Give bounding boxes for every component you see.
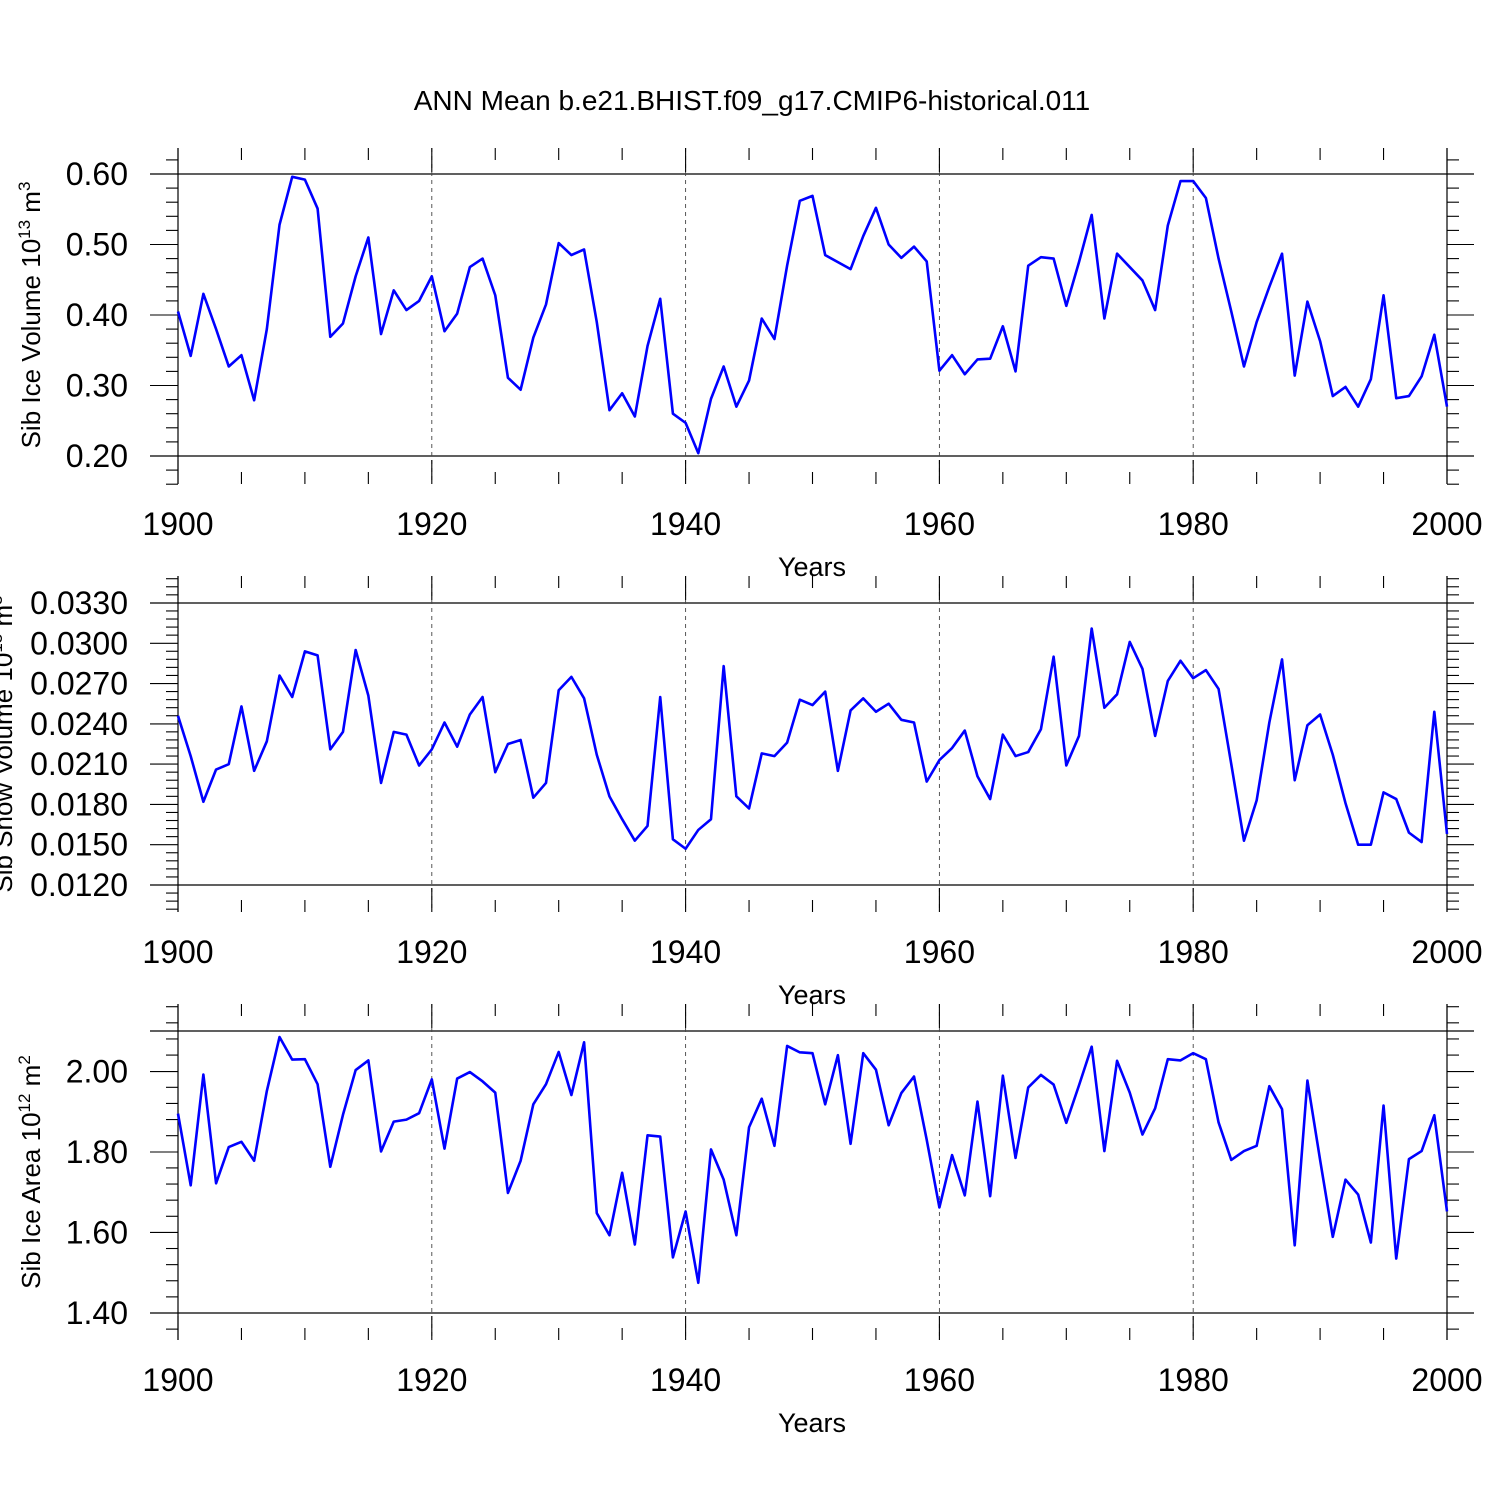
y-label-superscript: 12 — [15, 1094, 34, 1113]
series-line — [176, 175, 1449, 455]
x-tick-label: 1900 — [142, 1362, 213, 1398]
x-tick-label: 1980 — [1158, 506, 1229, 542]
x-tick-label: 1900 — [142, 506, 213, 542]
y-label-superscript: 3 — [15, 182, 34, 191]
y-tick-label: 0.0150 — [30, 827, 128, 863]
y-label-text: m — [0, 605, 18, 634]
y-tick-label: 1.40 — [66, 1295, 128, 1331]
y-tick-label: 0.40 — [66, 297, 128, 333]
x-axis-label: Years — [778, 1408, 846, 1438]
y-tick-label: 0.0240 — [30, 706, 128, 742]
x-tick-label: 1920 — [396, 1362, 467, 1398]
y-axis-label: Sib Snow Volume 1013 m3 — [0, 595, 18, 892]
x-tick-label: 1980 — [1158, 934, 1229, 970]
x-tick-label: 1920 — [396, 506, 467, 542]
y-tick-label: 2.00 — [66, 1054, 128, 1090]
y-tick-label: 0.0120 — [30, 867, 128, 903]
y-tick-label: 0.0180 — [30, 786, 128, 822]
y-label-superscript: 3 — [0, 595, 6, 604]
chart-panel-1: 1900 1920 1940 1960 1980 2000 0.20 0.30 0.40 0.50… — [15, 148, 1483, 582]
y-label-superscript: 13 — [15, 220, 34, 239]
y-tick-label: 0.30 — [66, 368, 128, 404]
y-tick-label: 0.0330 — [30, 585, 128, 621]
y-label-superscript: 2 — [15, 1055, 34, 1064]
y-axis-label: Sib Ice Volume 1013 m3 — [15, 182, 46, 449]
chart-panel-3: 1900 1920 1940 1960 1980 2000 1.40 1.60 1.80 2.00… — [15, 1004, 1483, 1438]
x-tick-label: 2000 — [1411, 1362, 1482, 1398]
x-tick-label: 1980 — [1158, 1362, 1229, 1398]
y-label-superscript: 13 — [0, 634, 6, 653]
x-tick-label: 1940 — [650, 934, 721, 970]
series-line — [176, 1035, 1449, 1285]
x-tick-label: 1920 — [396, 934, 467, 970]
y-tick-label: 0.0300 — [30, 625, 128, 661]
y-tick-label: 0.0210 — [30, 746, 128, 782]
x-tick-label: 1900 — [142, 934, 213, 970]
y-tick-label: 0.0270 — [30, 666, 128, 702]
x-tick-label: 2000 — [1411, 506, 1482, 542]
y-tick-label: 0.20 — [66, 438, 128, 474]
y-tick-label: 0.60 — [66, 156, 128, 192]
y-label-text: m — [16, 191, 46, 220]
x-tick-label: 2000 — [1411, 934, 1482, 970]
y-tick-label: 1.60 — [66, 1214, 128, 1250]
y-tick-label: 1.80 — [66, 1134, 128, 1170]
x-tick-label: 1940 — [650, 506, 721, 542]
x-tick-label: 1960 — [904, 934, 975, 970]
y-label-text: m — [16, 1065, 46, 1094]
series-line — [176, 627, 1449, 851]
chart-title: ANN Mean b.e21.BHIST.f09_g17.CMIP6-histo… — [414, 85, 1090, 116]
x-tick-label: 1960 — [904, 1362, 975, 1398]
y-tick-label: 0.50 — [66, 227, 128, 263]
y-axis-label: Sib Ice Area 1012 m2 — [15, 1055, 46, 1289]
y-label-text: Sib Ice Volume 10 — [16, 239, 46, 449]
y-label-text: Sib Ice Area 10 — [16, 1112, 46, 1288]
y-label-text: Sib Snow Volume 10 — [0, 653, 18, 893]
x-tick-label: 1940 — [650, 1362, 721, 1398]
chart-panel-2: 1900 1920 1940 1960 1980 2000 0.0120 0.0150 0.01… — [0, 576, 1483, 1010]
x-tick-label: 1960 — [904, 506, 975, 542]
